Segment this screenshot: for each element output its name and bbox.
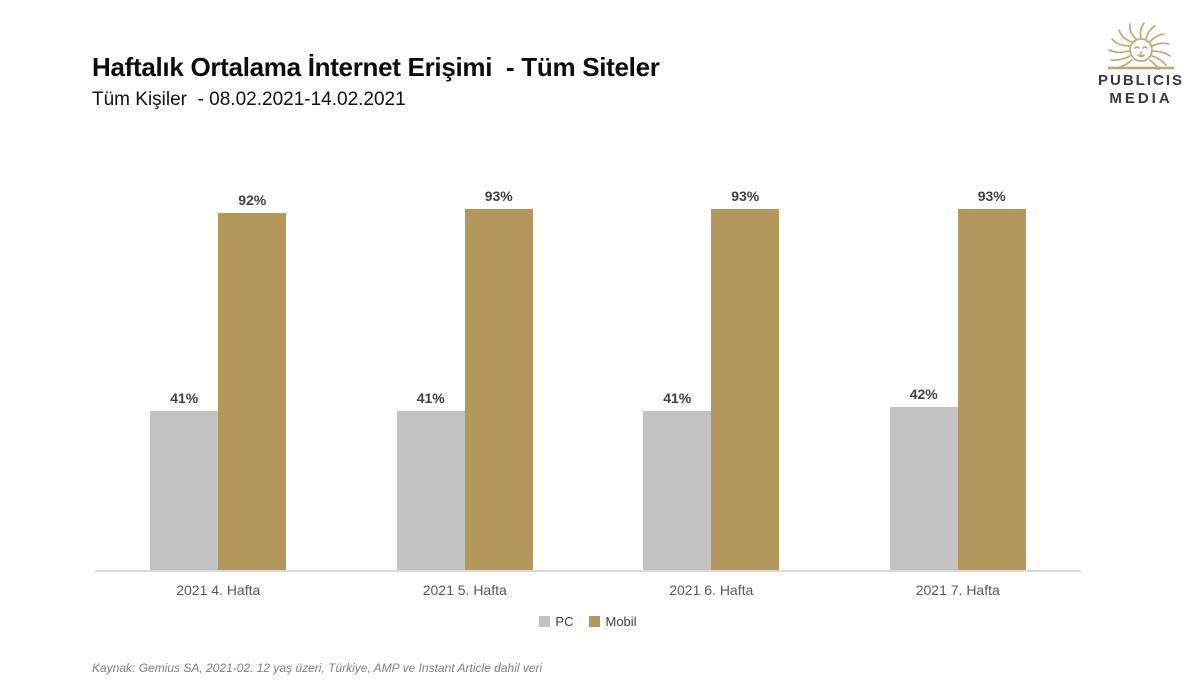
x-axis-tick-label: 2021 5. Hafta	[422, 582, 507, 598]
logo-text-publicis: PUBLICIS	[1097, 72, 1184, 89]
plot-area: 41% 92% 41% 93% 41% 93% 42% 93%	[95, 184, 1081, 572]
legend: PC Mobil	[95, 614, 1081, 629]
bar-mobil	[957, 209, 1026, 570]
bar-value-label: 41%	[663, 390, 692, 406]
bar-value-label: 93%	[731, 188, 760, 204]
bar-column-mobil: 93%	[711, 184, 780, 570]
source-note: Kaynak: Gemius SA, 2021-02. 12 yaş üzeri…	[92, 661, 543, 675]
x-axis-tick-label: 2021 6. Hafta	[669, 582, 754, 598]
bar-column-pc: 41%	[396, 184, 465, 570]
logo-text-media: MEDIA	[1109, 90, 1173, 107]
publicis-lion-sunburst-icon	[1086, 14, 1196, 70]
bar-column-pc: 41%	[643, 184, 712, 570]
legend-swatch-icon	[539, 616, 551, 627]
bar-value-label: 41%	[170, 390, 199, 406]
bar-mobil	[711, 209, 780, 570]
legend-item-mobil: Mobil	[589, 614, 637, 629]
legend-label: PC	[555, 614, 574, 629]
x-axis: 2021 4. Hafta 2021 5. Hafta 2021 6. Hafta 2…	[95, 582, 1081, 598]
bar-column-mobil: 93%	[957, 184, 1026, 570]
page-subtitle: Tüm Kişiler - 08.02.2021-14.02.2021	[92, 89, 406, 110]
bar-value-label: 41%	[416, 390, 445, 406]
bar-group: 41% 92%	[95, 184, 342, 570]
bar-pc	[643, 411, 712, 570]
bar-column-pc: 41%	[150, 184, 219, 570]
legend-item-pc: PC	[539, 614, 573, 629]
bar-mobil	[464, 209, 533, 570]
bar-value-label: 93%	[977, 188, 1006, 204]
x-axis-tick-label: 2021 7. Hafta	[915, 582, 1000, 598]
publicis-media-logo: PUBLICIS MEDIA	[1086, 14, 1196, 107]
bar-pc	[150, 411, 219, 570]
bar-group: 42% 93%	[835, 184, 1082, 570]
legend-swatch-icon	[589, 616, 601, 627]
page-title: Haftalık Ortalama İnternet Erişimi - Tüm…	[92, 52, 660, 82]
bar-group: 41% 93%	[588, 184, 835, 570]
bar-value-label: 92%	[238, 192, 267, 208]
bar-value-label: 42%	[909, 386, 938, 402]
bar-group: 41% 93%	[342, 184, 589, 570]
bar-mobil	[218, 213, 287, 570]
legend-label: Mobil	[605, 614, 637, 629]
bar-pc	[396, 411, 465, 570]
bar-column-mobil: 93%	[464, 184, 533, 570]
bar-pc	[889, 407, 958, 570]
bar-value-label: 93%	[484, 188, 513, 204]
bar-column-mobil: 92%	[218, 184, 287, 570]
x-axis-tick-label: 2021 4. Hafta	[176, 582, 261, 598]
bar-column-pc: 42%	[889, 184, 958, 570]
